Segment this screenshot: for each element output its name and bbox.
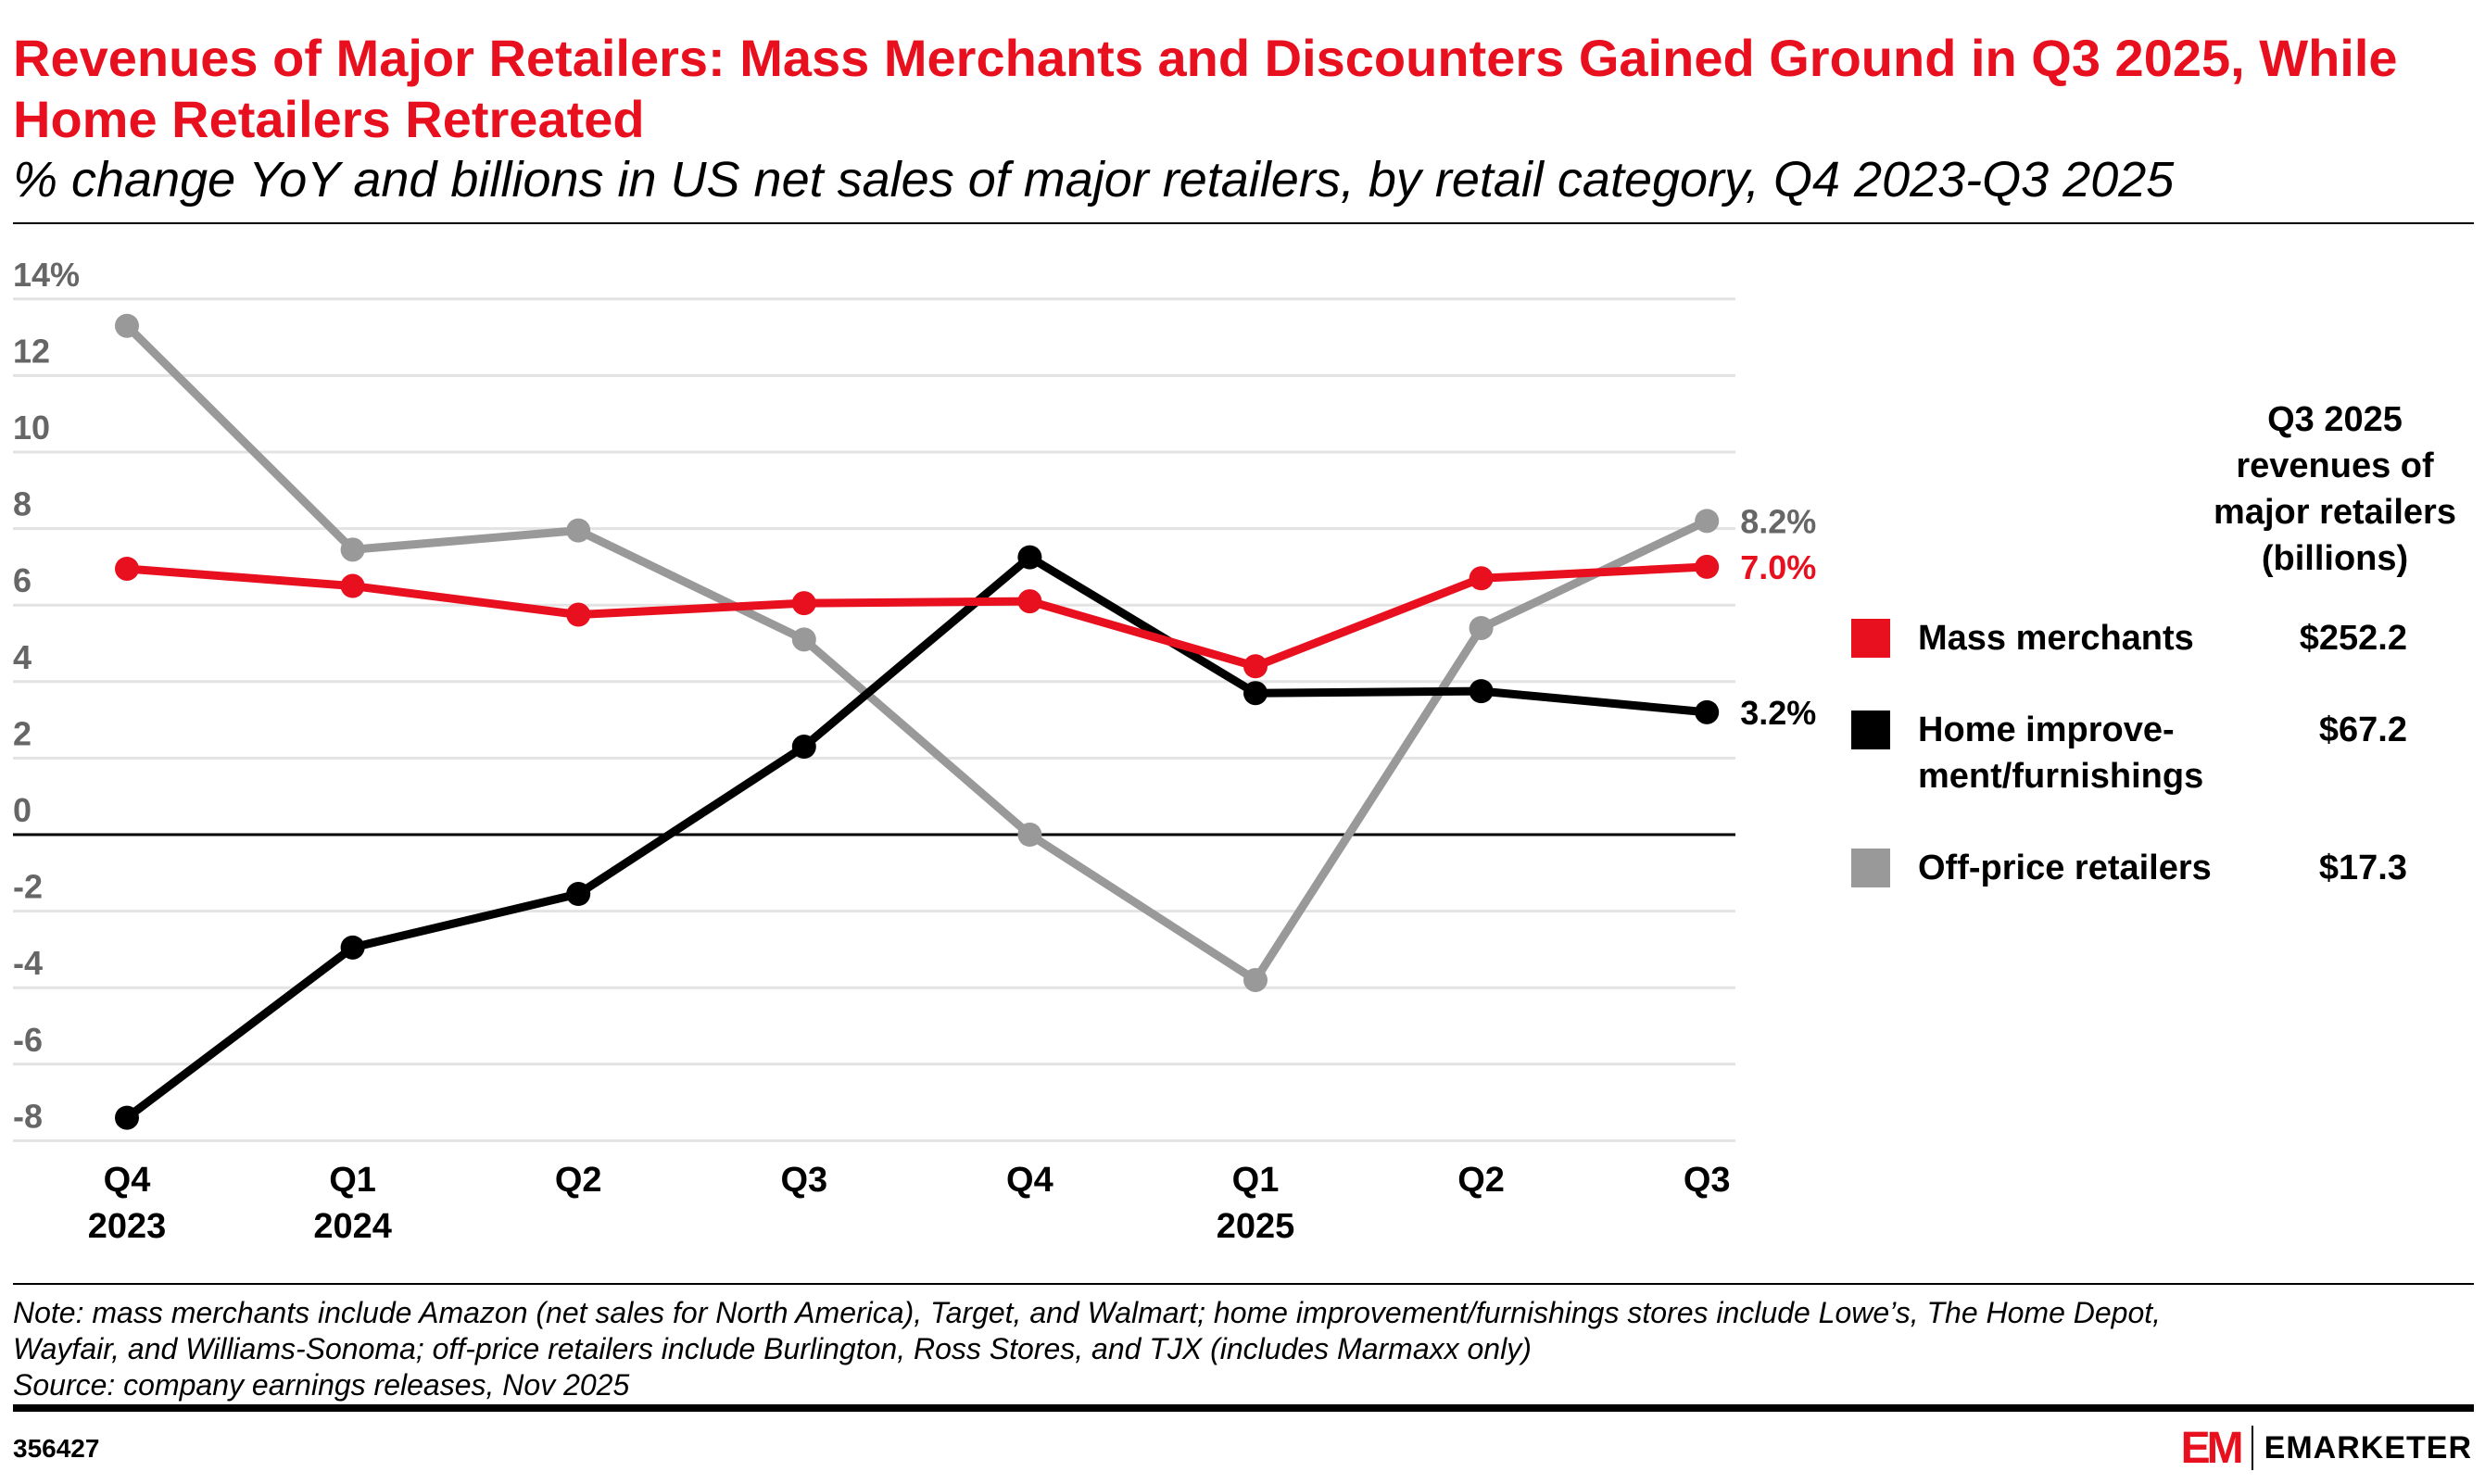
chart-id: 356427 bbox=[13, 1434, 100, 1463]
data-point bbox=[791, 627, 816, 652]
y-tick-label: 10 bbox=[13, 409, 50, 446]
legend-title-line: (billions) bbox=[2261, 539, 2409, 578]
series-0 bbox=[115, 554, 1720, 679]
legend-label-line: Home improve- bbox=[1918, 711, 2175, 749]
data-point bbox=[1695, 509, 1720, 534]
y-tick-label: -8 bbox=[13, 1097, 43, 1135]
data-point bbox=[566, 602, 591, 627]
x-tick-label-year: 2025 bbox=[1217, 1207, 1295, 1246]
data-point bbox=[115, 1105, 139, 1130]
legend-title-line: Q3 2025 bbox=[2267, 400, 2403, 439]
data-point bbox=[1695, 699, 1720, 724]
footer-bar bbox=[13, 1404, 2474, 1412]
note-line: Note: mass merchants include Amazon (net… bbox=[13, 1296, 2162, 1329]
series-2 bbox=[115, 313, 1720, 992]
x-tick-label: Q4 bbox=[1006, 1161, 1053, 1200]
legend-swatch bbox=[1851, 849, 1890, 887]
series-line bbox=[124, 553, 1708, 1122]
legend-swatch bbox=[1851, 619, 1890, 658]
x-tick-label: Q2 bbox=[555, 1161, 602, 1200]
legend-label-line: ment/furnishings bbox=[1918, 757, 2204, 796]
y-tick-label: -2 bbox=[13, 868, 43, 906]
data-point bbox=[1469, 679, 1494, 704]
legend-value: $252.2 bbox=[2299, 619, 2407, 658]
series-line bbox=[126, 562, 1708, 671]
y-tick-label: 4 bbox=[13, 638, 32, 676]
y-tick-label: 6 bbox=[13, 561, 32, 599]
legend-title-line: major retailers bbox=[2214, 493, 2456, 532]
data-point bbox=[340, 537, 365, 562]
legend-title: Q3 2025 revenues of major retailers (bil… bbox=[2196, 396, 2474, 582]
data-point bbox=[1243, 681, 1268, 706]
end-value-label: 8.2% bbox=[1740, 502, 1816, 540]
data-point bbox=[566, 882, 591, 907]
x-tick-label: Q1 bbox=[329, 1161, 376, 1200]
x-tick-label: Q3 bbox=[1684, 1161, 1731, 1200]
source-line: Source: company earnings releases, Nov 2… bbox=[13, 1368, 630, 1402]
x-tick-label: Q2 bbox=[1457, 1161, 1505, 1200]
data-point bbox=[1017, 545, 1042, 570]
y-tick-label: 0 bbox=[13, 791, 32, 829]
data-point bbox=[1243, 967, 1268, 992]
legend-label: Mass merchants bbox=[1918, 619, 2194, 658]
x-tick-label-year: 2024 bbox=[313, 1207, 392, 1246]
y-tick-label: 14% bbox=[13, 256, 80, 294]
data-point bbox=[791, 591, 816, 616]
series-line bbox=[123, 322, 1709, 985]
legend-swatch bbox=[1851, 711, 1890, 749]
data-point bbox=[115, 556, 139, 581]
data-point bbox=[340, 935, 365, 960]
y-tick-label: -4 bbox=[13, 944, 43, 982]
data-point bbox=[791, 735, 816, 760]
logo-divider bbox=[2251, 1426, 2253, 1470]
data-point bbox=[1469, 566, 1494, 591]
logo-wordmark: EMARKETER bbox=[2264, 1429, 2472, 1465]
note-line: Wayfair, and Williams-Sonoma; off-price … bbox=[13, 1332, 1532, 1365]
x-tick-label: Q4 bbox=[104, 1161, 151, 1200]
x-tick-label: Q3 bbox=[780, 1161, 827, 1200]
data-point bbox=[566, 518, 591, 543]
data-point bbox=[1017, 589, 1042, 614]
chart-title: Revenues of Major Retailers: Mass Mercha… bbox=[13, 29, 2398, 148]
legend-label: Off-price retailers bbox=[1918, 849, 2212, 887]
series-1 bbox=[115, 545, 1720, 1130]
end-value-label: 7.0% bbox=[1740, 548, 1816, 586]
end-value-label: 3.2% bbox=[1740, 694, 1816, 732]
x-tick-label-year: 2023 bbox=[88, 1207, 167, 1246]
header-divider bbox=[13, 222, 2474, 224]
data-point bbox=[1243, 654, 1268, 679]
em-logo-mark: EM bbox=[2180, 1423, 2244, 1473]
data-point bbox=[1695, 554, 1720, 579]
legend-label: Home improve- ment/furnishings bbox=[1918, 707, 2252, 799]
data-point bbox=[115, 313, 139, 338]
y-tick-label: -6 bbox=[13, 1021, 43, 1059]
x-tick-label: Q1 bbox=[1232, 1161, 1280, 1200]
y-tick-label: 2 bbox=[13, 714, 32, 752]
notes: Note: mass merchants include Amazon (net… bbox=[13, 1295, 2459, 1403]
chart-subtitle: % change YoY and billions in US net sale… bbox=[13, 152, 2175, 208]
footer-divider bbox=[13, 1283, 2474, 1285]
data-point bbox=[340, 573, 365, 598]
y-tick-label: 8 bbox=[13, 485, 32, 523]
legend-title-line: revenues of bbox=[2236, 446, 2434, 485]
legend-value: $17.3 bbox=[2318, 849, 2407, 887]
data-point bbox=[1469, 615, 1494, 640]
y-tick-label: 12 bbox=[13, 332, 50, 370]
legend-value: $67.2 bbox=[2318, 711, 2407, 749]
emarketer-logo: EM EMARKETER bbox=[2180, 1423, 2472, 1473]
data-point bbox=[1017, 823, 1042, 847]
